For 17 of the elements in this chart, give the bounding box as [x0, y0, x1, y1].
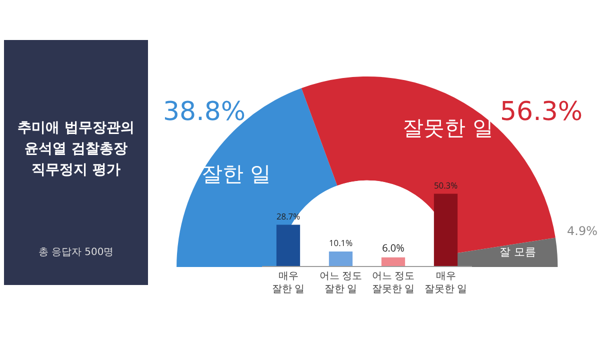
bar — [381, 257, 406, 266]
bar — [276, 224, 300, 266]
x-tick-label: 매우 잘한 일 — [272, 268, 305, 295]
data-label: 6.0% — [382, 240, 404, 254]
text: 총 응답자 500명 — [37, 246, 115, 259]
slice-label: 잘 모름 — [499, 246, 536, 259]
bar — [328, 252, 353, 266]
x-tick-label: 어느 정도 잘한 일 — [319, 268, 362, 295]
data-label: 4.9% — [567, 224, 598, 238]
slice-label: 잘한 일 — [202, 162, 272, 186]
x-tick-label: 어느 정도 잘못한 일 — [372, 268, 415, 295]
data-label: 56.3% — [500, 97, 583, 127]
x-tick-label: 매우 잘못한 일 — [424, 268, 468, 295]
bar — [434, 194, 458, 266]
slice-label: 잘못한 일 — [402, 116, 494, 140]
text: 추미애 법무장관의 윤석열 검찰총장 직무정지 평가 — [16, 119, 136, 180]
data-label: 38.8% — [163, 97, 246, 127]
